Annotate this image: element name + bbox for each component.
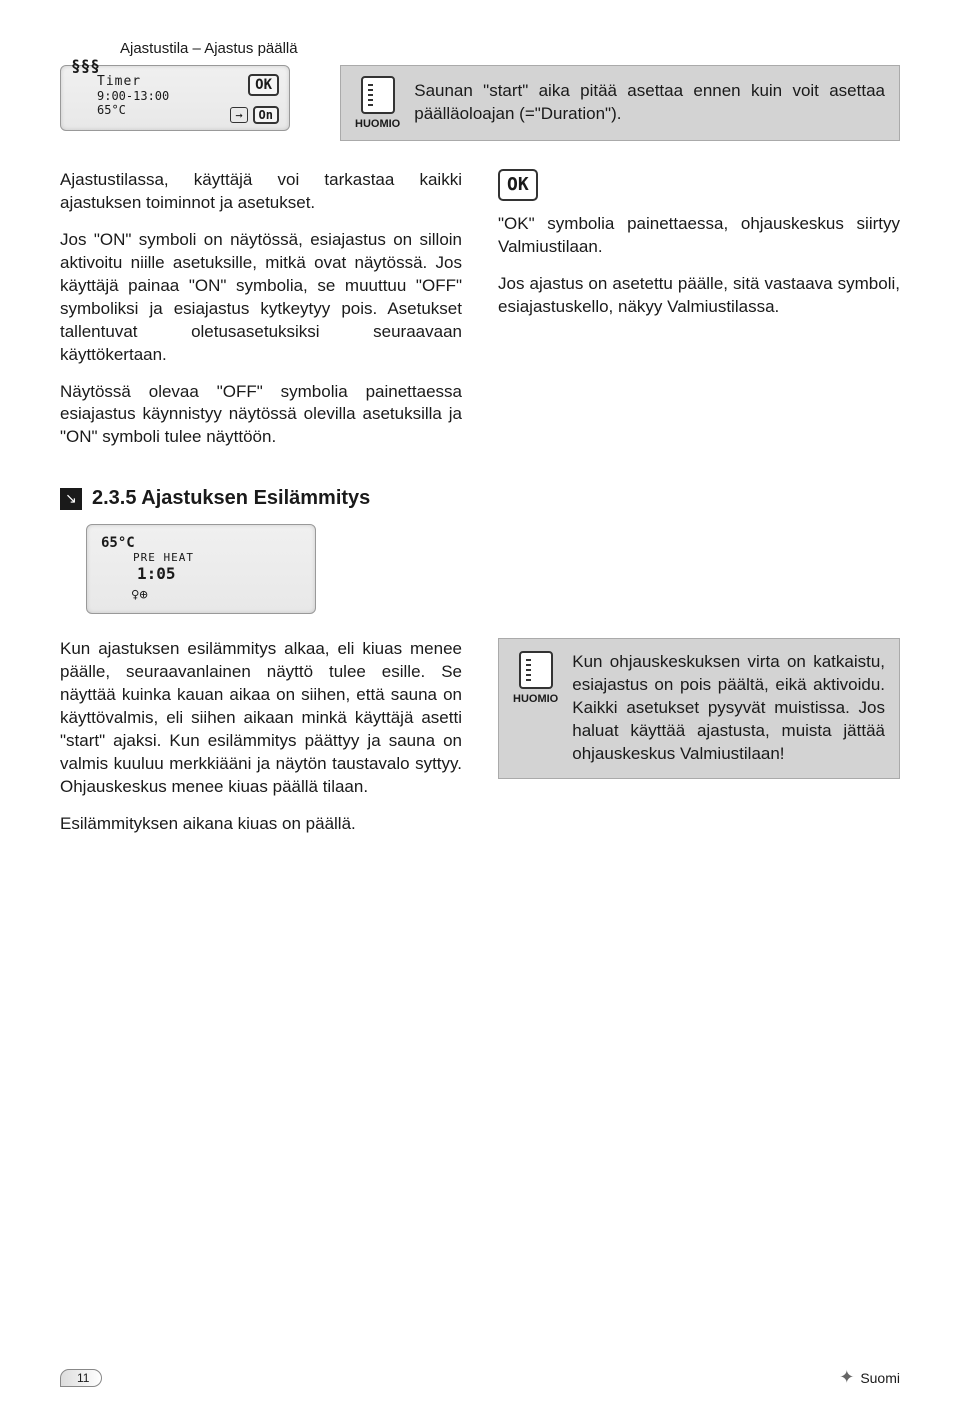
lcd-display-timer: §§§ Timer 9:00-13:00 65°C OK → On xyxy=(60,65,290,131)
right-column-2: HUOMIO Kun ohjauskeskuksen virta on katk… xyxy=(498,638,900,779)
body-paragraph: Esilämmityksen aikana kiuas on päällä. xyxy=(60,813,462,836)
notice-text: Kun ohjauskeskuksen virta on katkaistu, … xyxy=(572,651,885,766)
ok-symbol: OK xyxy=(498,169,538,201)
lcd2-time: 1:05 xyxy=(137,564,301,583)
notice-text: Saunan "start" aika pitää asettaa ennen … xyxy=(414,80,885,126)
language-label: ✦ Suomi xyxy=(839,1367,900,1388)
lcd-title: Timer xyxy=(97,74,222,89)
top-row: §§§ Timer 9:00-13:00 65°C OK → On HUOMIO… xyxy=(60,65,900,141)
body-paragraph: "OK" symbolia painettaessa, ohjauskeskus… xyxy=(498,213,900,259)
ok-soft-button[interactable]: OK xyxy=(248,74,279,96)
star-icon: ✦ xyxy=(839,1367,854,1388)
body-paragraph: Ajastustilassa, käyttäjä voi tarkastaa k… xyxy=(60,169,462,215)
notice-box-power: HUOMIO Kun ohjauskeskuksen virta on katk… xyxy=(498,638,900,779)
body-paragraph: Jos ajastus on asetettu päälle, sitä vas… xyxy=(498,273,900,319)
manual-icon xyxy=(519,651,553,689)
subsection-label: Ajastustila – Ajastus päällä xyxy=(120,40,900,57)
left-column: Ajastustilassa, käyttäjä voi tarkastaa k… xyxy=(60,169,462,463)
lcd-display-preheat: 65°C PRE HEAT 1:05 ♀⊕ xyxy=(86,524,316,614)
section-icon: ↘ xyxy=(60,488,82,510)
notice-box-start-time: HUOMIO Saunan "start" aika pitää asettaa… xyxy=(340,65,900,141)
page-footer: 11 ✦ Suomi xyxy=(60,1367,900,1388)
lcd2-label: PRE HEAT xyxy=(133,551,301,564)
lcd-temperature: 65°C xyxy=(97,103,222,117)
left-column-2: Kun ajastuksen esilämmitys alkaa, eli ki… xyxy=(60,638,462,850)
section-title: 2.3.5 Ajastuksen Esilämmitys xyxy=(92,487,370,510)
manual-icon xyxy=(361,76,395,114)
page-number: 11 xyxy=(60,1369,102,1387)
notice-label: HUOMIO xyxy=(355,118,400,130)
body-columns-2: Kun ajastuksen esilämmitys alkaa, eli ki… xyxy=(60,638,900,850)
arrow-right-icon: → xyxy=(230,107,247,123)
on-soft-button[interactable]: On xyxy=(253,106,279,124)
lcd-time-range: 9:00-13:00 xyxy=(97,89,222,103)
body-columns: Ajastustilassa, käyttäjä voi tarkastaa k… xyxy=(60,169,900,463)
heat-waves-icon: §§§ xyxy=(71,56,100,75)
language-text: Suomi xyxy=(860,1370,900,1386)
body-paragraph: Näytössä olevaa "OFF" symbolia painettae… xyxy=(60,381,462,450)
notice-label: HUOMIO xyxy=(513,693,558,705)
body-paragraph: Kun ajastuksen esilämmitys alkaa, eli ki… xyxy=(60,638,462,799)
right-column: OK "OK" symbolia painettaessa, ohjauskes… xyxy=(498,169,900,463)
lcd2-temperature: 65°C xyxy=(101,535,301,551)
lcd2-icons: ♀⊕ xyxy=(131,587,301,603)
section-heading: ↘ 2.3.5 Ajastuksen Esilämmitys xyxy=(60,487,900,510)
body-paragraph: Jos "ON" symboli on näytössä, esiajastus… xyxy=(60,229,462,367)
